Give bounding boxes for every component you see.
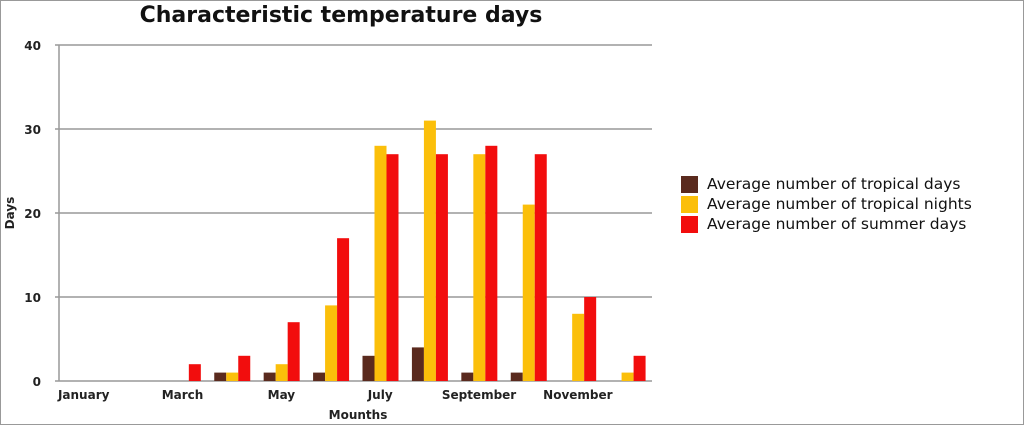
y-tick-label: 10 — [24, 291, 41, 305]
bar-may-s2 — [275, 364, 288, 381]
y-axis-label: Days — [3, 197, 17, 230]
bar-august-s3 — [435, 154, 448, 381]
bar-october-s1 — [510, 372, 523, 381]
x-tick-label: March — [162, 388, 204, 402]
legend-label: Average number of summer days — [707, 215, 967, 233]
legend-label: Average number of tropical nights — [707, 195, 972, 213]
bar-may-s1 — [263, 372, 276, 381]
x-tick-label: July — [367, 388, 393, 402]
legend: Average number of tropical days Average n… — [681, 174, 972, 234]
bar-july-s1 — [362, 355, 375, 381]
bar-june-s2 — [325, 305, 338, 381]
y-tick-label: 30 — [24, 123, 41, 137]
bar-august-s2 — [423, 120, 436, 381]
bar-april-s3 — [238, 355, 251, 381]
bar-october-s3 — [534, 154, 547, 381]
bar-october-s2 — [522, 204, 535, 381]
legend-label: Average number of tropical days — [707, 175, 961, 193]
bar-august-s1 — [411, 347, 424, 381]
bar-december-s2 — [621, 372, 634, 381]
x-tick-label: November — [543, 388, 612, 402]
legend-swatch — [681, 215, 698, 233]
bar-may-s3 — [287, 322, 300, 381]
legend-swatch — [681, 195, 698, 213]
x-tick-label: May — [268, 388, 296, 402]
legend-item: Average number of tropical nights — [681, 194, 972, 214]
bar-july-s3 — [386, 154, 399, 381]
y-tick-label: 40 — [24, 39, 41, 53]
bar-chart: 0 10 20 30 40 January March May July September No… — [3, 39, 652, 422]
bar-april-s2 — [226, 372, 239, 381]
bar-december-s3 — [633, 355, 646, 381]
bar-november-s2 — [572, 313, 585, 381]
y-tick-label: 0 — [33, 375, 41, 389]
bar-june-s3 — [337, 238, 350, 381]
bar-september-s2 — [473, 154, 486, 381]
bar-september-s1 — [461, 372, 474, 381]
x-tick-label: September — [442, 388, 516, 402]
legend-item: Average number of tropical days — [681, 174, 972, 194]
bar-november-s3 — [584, 297, 597, 381]
x-tick-label: January — [57, 388, 110, 402]
bar-september-s3 — [485, 145, 498, 381]
chart-title: Characteristic temperature days — [139, 3, 543, 28]
legend-swatch — [681, 175, 698, 193]
y-tick-label: 20 — [24, 207, 41, 221]
bar-march-s3 — [188, 364, 201, 381]
bar-april-s1 — [214, 372, 227, 381]
x-axis-label: Mounths — [329, 408, 388, 422]
bar-june-s1 — [313, 372, 326, 381]
legend-item: Average number of summer days — [681, 214, 972, 234]
bar-july-s2 — [374, 145, 387, 381]
